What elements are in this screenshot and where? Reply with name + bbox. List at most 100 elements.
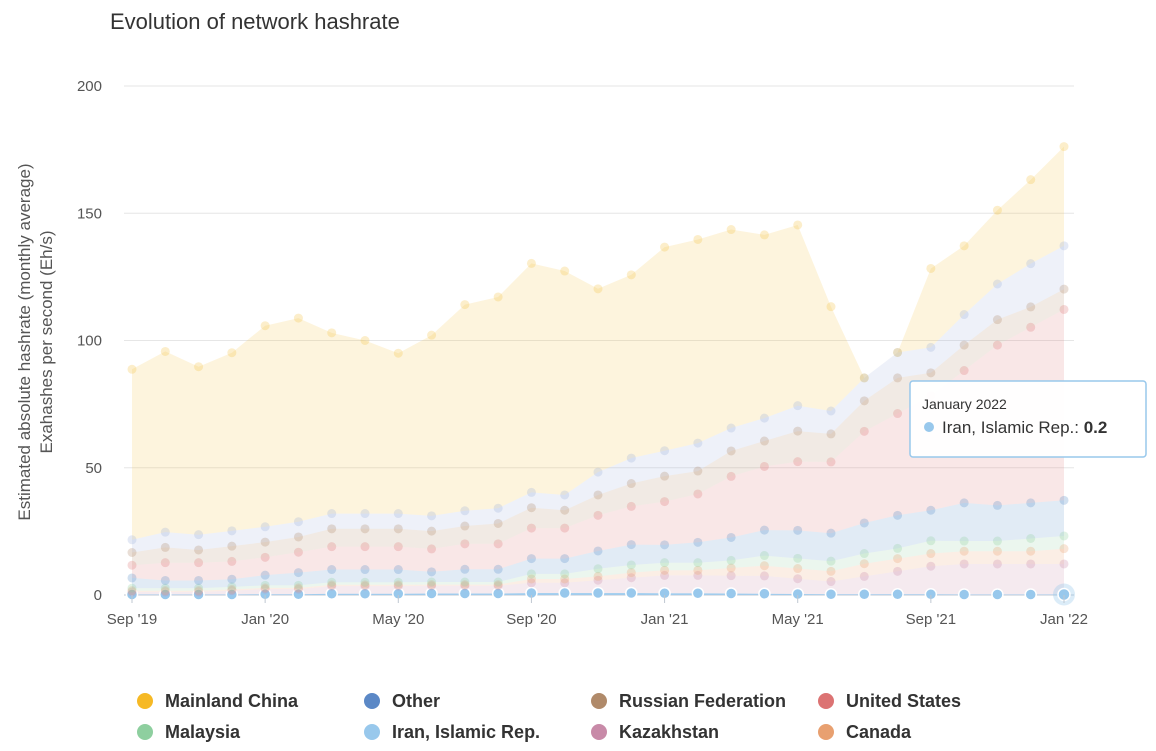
data-point[interactable]: [460, 521, 470, 531]
data-point[interactable]: [360, 336, 370, 345]
data-point[interactable]: [992, 559, 1002, 569]
data-point[interactable]: [526, 569, 536, 579]
data-point[interactable]: [260, 570, 270, 580]
data-point[interactable]: [227, 541, 237, 551]
data-point[interactable]: [393, 542, 403, 552]
data-point[interactable]: [693, 466, 703, 476]
data-point[interactable]: [194, 545, 204, 555]
data-point[interactable]: [493, 580, 503, 590]
data-point[interactable]: [1059, 559, 1069, 569]
data-point[interactable]: [625, 586, 638, 600]
data-point[interactable]: [1059, 241, 1069, 251]
data-point[interactable]: [558, 586, 571, 600]
data-point[interactable]: [493, 581, 503, 591]
data-point[interactable]: [926, 549, 936, 559]
data-point[interactable]: [526, 554, 536, 564]
data-point[interactable]: [859, 518, 869, 528]
data-point[interactable]: [360, 542, 370, 552]
data-point[interactable]: [593, 467, 603, 477]
data-point[interactable]: [693, 537, 703, 547]
data-point[interactable]: [591, 586, 605, 600]
data-point[interactable]: [127, 587, 137, 597]
data-point[interactable]: [693, 489, 703, 499]
data-point[interactable]: [460, 580, 470, 590]
data-point[interactable]: [560, 574, 570, 584]
data-point[interactable]: [1059, 495, 1069, 505]
data-point[interactable]: [493, 577, 503, 587]
data-point[interactable]: [360, 581, 370, 591]
data-point[interactable]: [360, 577, 370, 587]
data-point[interactable]: [427, 526, 437, 536]
data-point[interactable]: [859, 549, 869, 559]
data-point[interactable]: [427, 577, 437, 587]
data-point[interactable]: [560, 569, 570, 579]
data-point[interactable]: [793, 401, 803, 411]
data-point[interactable]: [327, 328, 337, 338]
data-point[interactable]: [360, 580, 370, 590]
data-point[interactable]: [260, 321, 270, 331]
data-point[interactable]: [992, 536, 1002, 546]
data-point[interactable]: [626, 479, 636, 489]
data-point[interactable]: [260, 584, 270, 594]
data-point[interactable]: [959, 366, 969, 376]
data-point[interactable]: [360, 524, 370, 534]
data-point[interactable]: [293, 547, 303, 557]
data-point[interactable]: [691, 586, 705, 600]
data-point[interactable]: [460, 577, 470, 587]
data-point[interactable]: [293, 580, 303, 590]
data-point[interactable]: [1026, 259, 1036, 269]
data-point[interactable]: [626, 270, 636, 280]
data-point[interactable]: [127, 535, 137, 545]
data-point[interactable]: [460, 564, 470, 574]
data-point[interactable]: [858, 587, 871, 601]
data-point[interactable]: [1059, 284, 1069, 294]
data-point[interactable]: [526, 503, 536, 513]
data-point[interactable]: [893, 566, 903, 576]
data-point[interactable]: [526, 574, 536, 584]
data-point[interactable]: [660, 565, 670, 575]
data-point[interactable]: [293, 313, 303, 323]
data-point[interactable]: [693, 558, 703, 568]
data-point[interactable]: [793, 553, 803, 563]
data-point[interactable]: [891, 587, 904, 601]
data-point[interactable]: [959, 340, 969, 350]
data-point[interactable]: [793, 220, 803, 230]
data-point[interactable]: [726, 571, 736, 581]
data-point[interactable]: [293, 568, 303, 578]
data-point[interactable]: [194, 583, 204, 593]
legend-item[interactable]: Kazakhstan: [591, 722, 719, 742]
data-point[interactable]: [393, 348, 403, 358]
data-point[interactable]: [1059, 531, 1069, 541]
data-point[interactable]: [194, 575, 204, 585]
data-point[interactable]: [626, 560, 636, 570]
data-point[interactable]: [992, 205, 1002, 215]
data-point[interactable]: [460, 539, 470, 549]
data-point[interactable]: [926, 342, 936, 352]
data-point[interactable]: [660, 497, 670, 507]
data-point[interactable]: [726, 225, 736, 235]
data-point[interactable]: [759, 561, 769, 571]
legend-item[interactable]: Russian Federation: [591, 691, 786, 711]
data-point[interactable]: [160, 575, 170, 585]
data-point[interactable]: [1059, 304, 1069, 314]
data-point[interactable]: [1026, 322, 1036, 332]
data-point[interactable]: [526, 523, 536, 533]
data-point[interactable]: [560, 266, 570, 276]
data-point[interactable]: [327, 581, 337, 591]
data-point[interactable]: [893, 373, 903, 383]
data-point[interactable]: [491, 587, 505, 600]
data-point[interactable]: [859, 559, 869, 569]
data-point[interactable]: [726, 446, 736, 456]
data-point[interactable]: [194, 362, 204, 372]
data-point[interactable]: [427, 544, 437, 554]
data-point[interactable]: [893, 347, 903, 357]
data-point[interactable]: [826, 406, 836, 416]
data-point[interactable]: [1059, 544, 1069, 554]
data-point[interactable]: [160, 542, 170, 552]
data-point[interactable]: [759, 461, 769, 471]
data-point[interactable]: [626, 573, 636, 583]
data-point[interactable]: [493, 539, 503, 549]
data-point[interactable]: [194, 530, 204, 540]
data-point[interactable]: [160, 346, 170, 356]
data-point[interactable]: [1059, 142, 1069, 152]
